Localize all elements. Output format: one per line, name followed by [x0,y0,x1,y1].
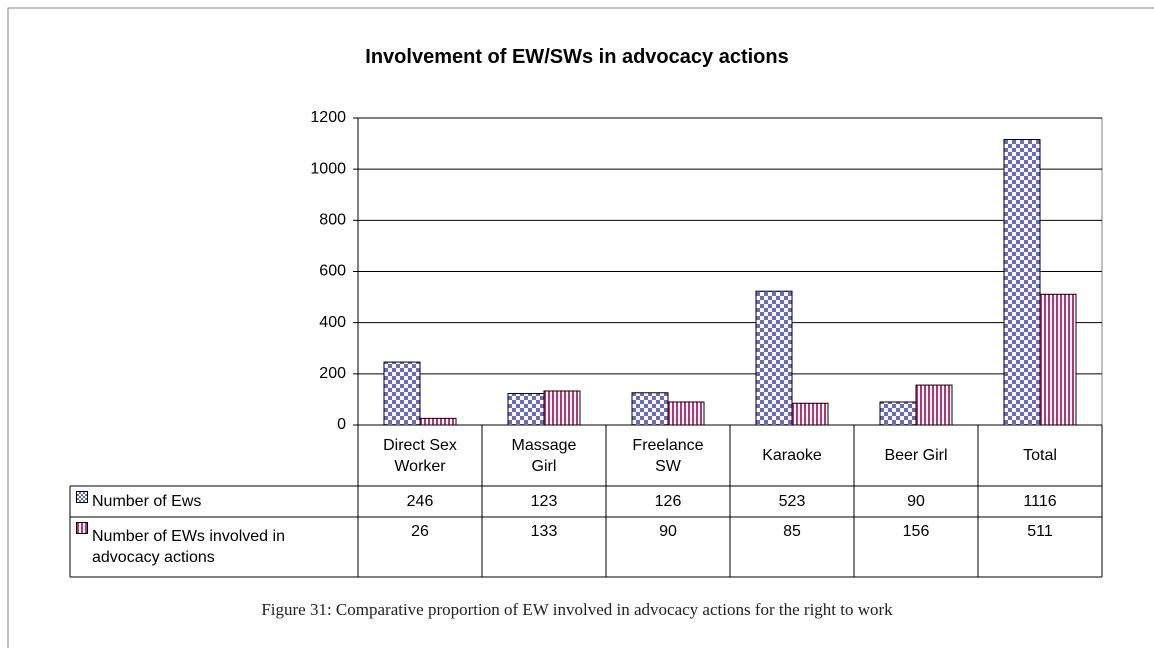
x-tick-label: Karaoke [762,447,822,464]
bar [791,402,829,426]
x-tick-label: Massage Girl [511,436,577,475]
table-value: 246 [406,493,434,510]
table-value: 511 [1027,523,1053,540]
bar [543,390,581,426]
table-value: 26 [411,523,429,540]
frame [7,7,1154,648]
legend-label: Number of Ews [92,493,202,510]
legend-key [76,522,88,534]
bar [631,392,669,426]
table-value: 90 [907,493,925,510]
legend-entry: Number of EWs involved in advocacy actio… [70,517,358,577]
table-value: 123 [530,493,558,510]
x-tick-label: Total [1023,447,1057,464]
bar [419,417,457,426]
legend-key [76,491,88,503]
table-value: 126 [654,493,682,510]
y-tick-label: 200 [319,365,346,382]
x-tick-label: Direct Sex Worker [383,436,457,475]
bar [383,361,421,426]
table-value: 156 [902,523,930,540]
table-value: 85 [783,523,801,540]
table-value: 133 [530,523,558,540]
table-value: 1116 [1023,493,1057,510]
y-tick-label: 1200 [310,109,346,126]
table-value: 90 [659,523,677,540]
bar [879,401,917,426]
bar [1039,293,1077,426]
table-value: 523 [778,493,806,510]
bar [507,393,545,426]
bar [755,290,793,426]
x-tick-label: Beer Girl [884,447,948,464]
bar [915,384,953,426]
y-tick-label: 0 [337,416,346,433]
y-tick-label: 600 [319,263,346,280]
bar [667,401,705,426]
y-tick-label: 400 [319,314,346,331]
x-tick-label: Freelance SW [632,436,704,475]
y-tick-label: 800 [319,212,346,229]
y-tick-label: 1000 [310,160,346,177]
legend-entry: Number of Ews [70,486,358,517]
caption: Figure 31: Comparative proportion of EW … [261,600,893,619]
chart-title: Involvement of EW/SWs in advocacy action… [365,46,789,68]
bar [1003,138,1041,426]
legend-label: Number of EWs involved in advocacy actio… [92,528,285,566]
